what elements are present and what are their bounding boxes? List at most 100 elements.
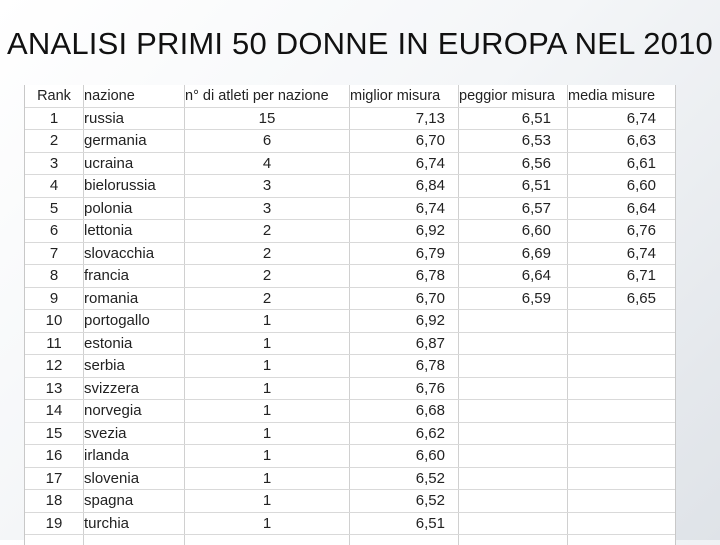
cell-nazione: svezia [84, 424, 127, 442]
cell-miglior: 6,76 [415, 379, 445, 397]
cell-miglior: 6,79 [415, 244, 445, 262]
cell-media [568, 355, 656, 377]
results-table: Rank nazione n° di atleti per nazione mi… [24, 85, 676, 545]
cell-atleti: 1 [262, 357, 272, 374]
column-divider [458, 85, 459, 545]
cell-nazione: slovenia [84, 469, 140, 487]
cell-atleti: 2 [262, 222, 272, 239]
cell-atleti: 15 [258, 109, 276, 127]
cell-media [568, 333, 656, 355]
cell-peggior: 6,51 [521, 177, 551, 194]
cell-nazione: irlanda [84, 447, 130, 464]
cell-media: 6,76 [626, 222, 656, 239]
cell-peggior [459, 378, 551, 400]
cell-miglior: 6,92 [415, 312, 445, 329]
cell-peggior [459, 333, 551, 355]
cell-miglior: 6,52 [415, 469, 445, 487]
cell-peggior: 6,59 [521, 289, 551, 307]
cell-miglior: 6,52 [415, 492, 445, 509]
cell-miglior: 6,51 [415, 514, 445, 532]
column-divider [567, 85, 568, 545]
cell-nazione: bielorussia [84, 177, 156, 194]
cell-nazione: slovacchia [84, 244, 155, 262]
cell-media [568, 400, 656, 422]
cell-atleti: 1 [262, 492, 272, 509]
cell-miglior: 6,74 [415, 199, 445, 217]
cell-miglior: 6,62 [415, 424, 445, 442]
cell-rank: 9 [49, 289, 59, 307]
cell-media: 6,64 [626, 199, 656, 217]
cell-atleti: 1 [262, 447, 272, 464]
cell-nazione: romania [84, 289, 139, 307]
cell-atleti: 1 [262, 312, 272, 329]
cell-atleti: 2 [262, 267, 272, 284]
cell-miglior: 6,84 [415, 177, 445, 194]
cell-peggior: 6,64 [521, 267, 551, 284]
cell-media [568, 468, 656, 490]
cell-peggior [459, 490, 551, 512]
cell-media: 6,74 [626, 244, 656, 262]
cell-media [568, 378, 656, 400]
table-row: 10 portogallo 1 6,92 [25, 310, 675, 333]
cell-miglior: 6,74 [415, 154, 445, 172]
table-row: 9 romania 2 6,70 6,59 6,65 [25, 288, 675, 310]
table-row: 7 slovacchia 2 6,79 6,69 6,74 [25, 243, 675, 265]
table-row: 13 svizzera 1 6,76 [25, 378, 675, 400]
header-media: media misure [568, 88, 656, 104]
table-row: 3 ucraina 4 6,74 6,56 6,61 [25, 153, 675, 175]
cell-nazione: polonia [84, 199, 133, 217]
page-title: ANALISI PRIMI 50 DONNE IN EUROPA NEL 201… [7, 26, 713, 61]
cell-atleti: 2 [262, 289, 272, 307]
cell-miglior: 6,70 [415, 289, 445, 307]
cell-peggior: 6,57 [521, 199, 551, 217]
cell-rank: 18 [45, 492, 63, 509]
table-row: 8 francia 2 6,78 6,64 6,71 [25, 265, 675, 288]
cell-peggior: 6,69 [521, 244, 551, 262]
cell-atleti: 1 [262, 514, 272, 532]
cell-nazione: portogallo [84, 312, 150, 329]
header-peggior: peggior misura [459, 88, 555, 104]
table-row: 6 lettonia 2 6,92 6,60 6,76 [25, 220, 675, 243]
cell-rank: 2 [49, 132, 59, 149]
cell-peggior [459, 310, 551, 332]
cell-miglior: 6,78 [415, 267, 445, 284]
cell-rank: 3 [49, 154, 59, 172]
cell-atleti: 4 [262, 154, 272, 172]
cell-miglior: 6,68 [415, 402, 445, 419]
cell-media: 6,74 [626, 109, 656, 127]
cell-miglior: 6,70 [415, 132, 445, 149]
cell-peggior [459, 355, 551, 377]
cell-atleti: 6 [262, 132, 272, 149]
column-divider [83, 85, 84, 545]
table-row: 19 turchia 1 6,51 [25, 513, 675, 535]
table-row: 15 svezia 1 6,62 [25, 423, 675, 445]
cell-rank: 19 [45, 514, 63, 532]
cell-rank: 11 [46, 334, 62, 352]
cell-rank: 16 [45, 447, 63, 464]
cell-nazione: norvegia [84, 402, 142, 419]
cell-media [568, 310, 656, 332]
cell-rank: 14 [45, 402, 63, 419]
cell-atleti: 3 [262, 199, 272, 217]
cell-nazione: turchia [84, 514, 130, 532]
header-miglior: miglior misura [350, 88, 441, 104]
cell-miglior: 6,87 [415, 334, 445, 352]
cell-miglior: 7,13 [415, 109, 445, 127]
cell-peggior [459, 468, 551, 490]
cell-peggior [459, 445, 551, 467]
cell-atleti: 1 [262, 379, 272, 397]
cell-media [568, 513, 656, 535]
header-rank: Rank [37, 88, 71, 104]
table-row: 4 bielorussia 3 6,84 6,51 6,60 [25, 175, 675, 198]
cell-nazione: svizzera [84, 379, 140, 397]
cell-nazione: francia [84, 267, 130, 284]
cell-nazione: serbia [84, 357, 125, 374]
cell-nazione: ucraina [84, 154, 134, 172]
cell-rank: 4 [49, 177, 59, 194]
table-row: 17 slovenia 1 6,52 [25, 468, 675, 490]
cell-rank: 10 [45, 312, 63, 329]
cell-media: 6,63 [626, 132, 656, 149]
cell-miglior: 6,78 [415, 357, 445, 374]
cell-atleti: 1 [262, 469, 272, 487]
cell-media: 6,65 [626, 289, 656, 307]
